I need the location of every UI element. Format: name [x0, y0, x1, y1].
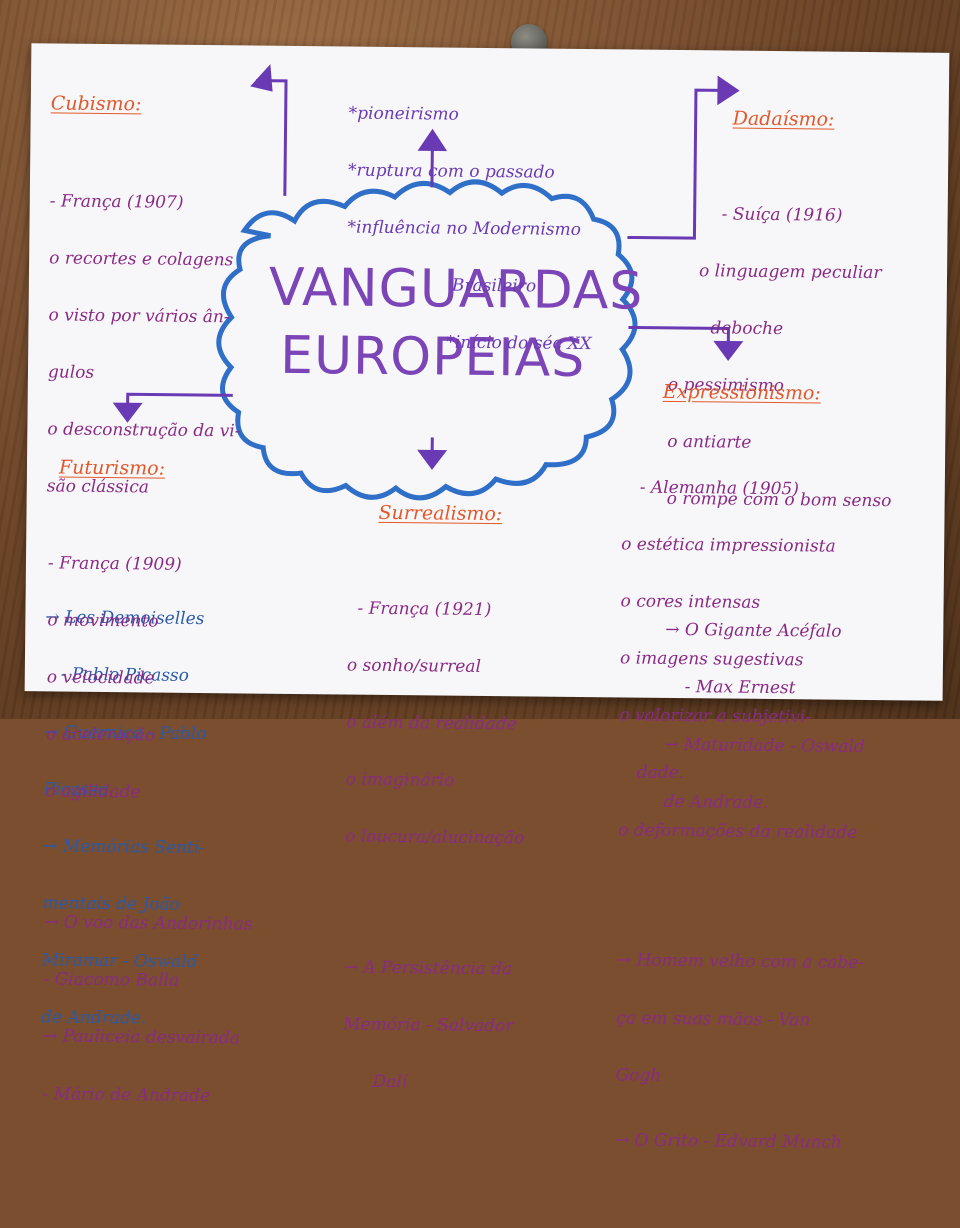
list-item: o estética impressionista [621, 534, 836, 557]
list-item: - Suíça (1916) [721, 204, 843, 226]
work-item: ça em suas mãos - Van [616, 1007, 811, 1030]
list-item: o agilidade [45, 781, 141, 803]
work-item: Memória - Salvador [343, 1014, 514, 1037]
list-item: o imagens sugestivas [619, 648, 804, 671]
list-item: o deformações da realidade [618, 819, 858, 843]
list-item: - França (1909) [47, 553, 182, 575]
list-item: o linguagem peculiar [698, 261, 882, 284]
work-item: → Homem velho com a cabe- [616, 950, 865, 974]
list-item: dade. [636, 763, 685, 784]
center-cloud [216, 179, 638, 501]
list-item: o sonho/surreal [346, 655, 482, 677]
list-item: deboche [710, 318, 784, 340]
work-item: - Giacomo Balla [43, 969, 180, 992]
cubismo-title: Cubismo: [50, 92, 142, 116]
work-item: → O Grito - Edvard Munch [614, 1130, 843, 1153]
futurismo-title: Futurismo: [58, 456, 166, 480]
dadaismo-title: Dadaísmo: [732, 107, 835, 131]
work-item: → A Persistência da [343, 957, 513, 980]
work-item: Gogh [615, 1065, 662, 1086]
top-item: *ruptura com o passado [347, 160, 555, 183]
surrealismo-section: Surrealismo: - França (1921) o sonho/sur… [342, 467, 529, 1168]
work-item: → Pauliceia desvairada [42, 1026, 241, 1049]
work-item: → O voo das Andorinhas [44, 912, 253, 935]
list-item: o recortes e colagens [49, 248, 234, 271]
expressionismo-title: Expressionismo: [662, 380, 821, 405]
list-item: o loucura/alucinação [345, 826, 525, 849]
list-item: - França (1907) [49, 191, 184, 213]
list-item: gulos [47, 362, 95, 384]
mind-map-connectors [112, 64, 744, 501]
top-item: *início do séc XX [446, 333, 592, 355]
mind-map-paper: VANGUARDAS EUROPEIAS *pioneirismo *ruptu… [24, 43, 950, 1153]
expressionismo-section: Expressionismo: - Alemanha (1905) o esté… [614, 345, 870, 1226]
surrealismo-title: Surrealismo: [378, 501, 503, 525]
list-item: o movimento [47, 610, 159, 632]
futurismo-section: Futurismo: - França (1909) o movimento o… [42, 421, 258, 1180]
list-item: o visto por vários ân- [48, 305, 230, 328]
list-item: o valorizar a subjetivi- [619, 705, 812, 728]
top-characteristics: *pioneirismo *ruptura com o passado *inf… [346, 67, 595, 393]
list-item: o além da realidade [346, 712, 517, 735]
top-item: Brasileiro [451, 275, 537, 297]
top-item: *influência no Modernismo [347, 217, 582, 241]
top-item: *pioneirismo [348, 103, 459, 125]
list-item: o imaginário [345, 769, 455, 791]
work-item: - Mário de Andrade [42, 1083, 211, 1106]
list-item: o aceleração [46, 724, 156, 746]
list-item: - França (1921) [357, 598, 492, 621]
list-item: - Alemanha (1905) [639, 477, 800, 500]
list-item: o velocidade [46, 667, 155, 689]
work-item: Dalí [372, 1072, 408, 1093]
list-item: o cores intensas [620, 591, 761, 614]
